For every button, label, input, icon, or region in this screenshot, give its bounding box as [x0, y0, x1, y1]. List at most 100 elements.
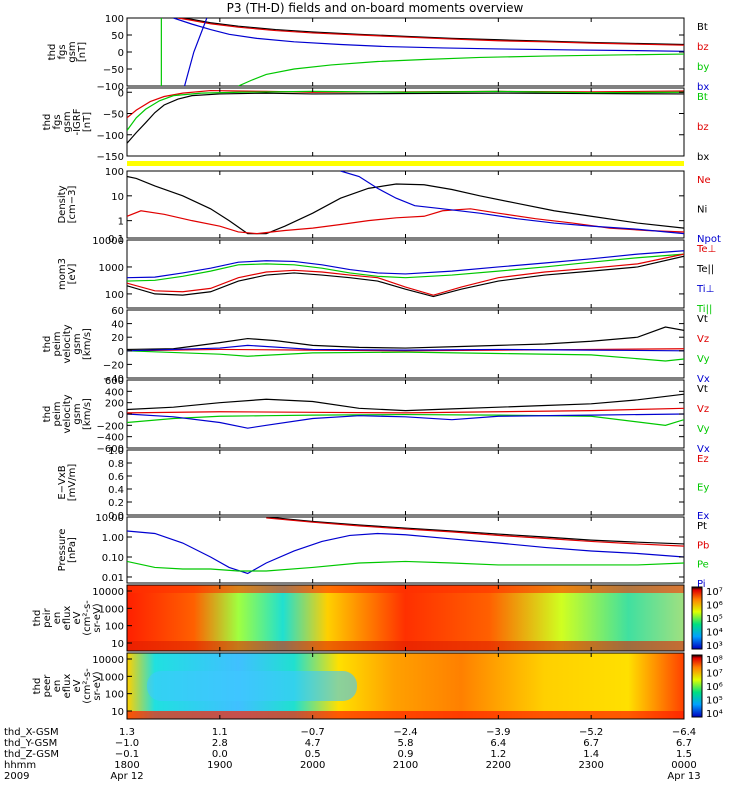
series-Vy [127, 350, 684, 362]
series-group [127, 171, 684, 235]
y-axis-label: sr-eV) [92, 671, 103, 700]
legend-Ey: Ey [697, 483, 709, 494]
y-tick-label: −40 [103, 374, 124, 385]
x-axis-value: 0.5 [305, 749, 321, 760]
y-axis-label: [km/s] [82, 328, 93, 360]
panel-exb: 1.0 0.8 0.6 0.4 0.2 0.0 E−VxB [mV/m] Ez Ey Ex [57, 446, 709, 522]
y-tick-label: 0.8 [108, 459, 124, 470]
series-Vx [127, 344, 684, 352]
x-axis-value: 2200 [486, 760, 511, 771]
series-group [160, 18, 684, 86]
series-group [127, 326, 684, 362]
y-tick-label: 100 [105, 167, 124, 178]
y-tick-label: −100 [97, 82, 124, 93]
x-axis-value: 0.0 [212, 749, 228, 760]
y-tick-label: 1.0 [108, 446, 124, 457]
series-group [127, 250, 684, 298]
panel-mom: 10000 1000 100 mom3 [eV] Te⊥ Te|| Ti⊥ Ti|| [57, 236, 716, 315]
legend-Te⊥: Te⊥ [696, 244, 716, 255]
x-axis-value: 0.9 [398, 749, 414, 760]
x-axis-value: −3.9 [486, 727, 510, 738]
y-axis-label: Pressure [57, 529, 68, 572]
y-tick-label: −200 [97, 421, 124, 432]
y-axis-label: (cm²-s- [82, 668, 93, 704]
y-axis-label: velocity [62, 394, 73, 433]
y-tick-label: 1000 [99, 263, 124, 274]
y-tick-label: −150 [97, 152, 124, 163]
y-tick-label: 400 [105, 387, 124, 398]
y-tick-label: 100 [105, 14, 124, 25]
series-Te|| [127, 255, 684, 298]
legend-bx: bx [697, 82, 709, 93]
y-axis-label: (cm²-s- [82, 600, 93, 636]
panel-frame [126, 309, 685, 379]
y-axis-label: thd [42, 336, 53, 353]
x-axis-value: 2300 [578, 760, 603, 771]
legend-Bt: Bt [697, 22, 708, 33]
legend-Ez: Ez [697, 454, 709, 465]
y-axis-label: -IGRF [72, 108, 83, 135]
y-tick-label: 0.4 [108, 485, 124, 496]
x-axis-value: 0000 [671, 760, 696, 771]
legend-Te||: Te|| [696, 264, 714, 275]
legend-Vy: Vy [697, 424, 710, 435]
y-axis-label: eflux [62, 606, 73, 631]
x-axis-value: −5.2 [579, 727, 603, 738]
legend-Vz: Vz [697, 404, 709, 415]
y-axis-label: eflux [62, 674, 73, 699]
y-tick-label: 20 [111, 333, 124, 344]
y-tick-label: 50 [111, 31, 124, 42]
series-Ne [127, 208, 684, 235]
y-tick-label: 10 [111, 192, 124, 203]
legend-Bt: Bt [697, 92, 708, 103]
legend-Vy: Vy [697, 354, 710, 365]
series-bx [173, 18, 684, 52]
panel-pressure: 10.00 1.00 0.10 0.01 Pressure [nPa] Pt Pb Pe Pi [57, 513, 709, 590]
panel-fgs: 100 50 0 −50 −100 thd fgs gsm [nT] Bt bz by bx [47, 14, 709, 93]
y-tick-label: 100 [105, 690, 124, 701]
y-axis-label: gsm [62, 111, 73, 132]
x-axis-row-label: thd_X-GSM [4, 727, 59, 738]
colorbar-label: 10⁴ [706, 709, 723, 720]
y-axis-label: thd [42, 406, 53, 423]
y-tick-label: 10.00 [95, 513, 124, 524]
legend-Vx: Vx [697, 374, 710, 385]
colorbar-label: 10⁵ [706, 696, 723, 707]
y-tick-label: 200 [105, 399, 124, 410]
y-axis-label: peer [42, 674, 53, 698]
legend-Ti||: Ti|| [696, 304, 712, 315]
y-axis-label: thd [47, 44, 58, 61]
x-axis-value: 1.4 [583, 749, 599, 760]
y-axis-label: thd [32, 678, 43, 695]
legend-Pt: Pt [697, 521, 707, 532]
y-axis-label: eV [72, 611, 83, 624]
series-Pe [127, 560, 684, 572]
y-axis-label: peir [42, 607, 53, 627]
x-axis-value: 2100 [393, 760, 418, 771]
y-axis-label: fgs [57, 44, 68, 59]
y-tick-label: 1 [118, 217, 124, 228]
x-axis-value: Apr 13 [667, 771, 700, 782]
legend-Ti⊥: Ti⊥ [696, 284, 714, 295]
x-axis-row-label: 2009 [4, 771, 29, 782]
series-Vx [127, 413, 684, 429]
series-Pb [266, 517, 684, 547]
colorbar-label: 10⁷ [706, 669, 723, 680]
x-axis-value: 1.3 [119, 727, 135, 738]
y-tick-label: 10000 [92, 236, 124, 247]
legend-Ne: Ne [697, 175, 711, 186]
y-axis-label: sr-eV) [92, 603, 103, 632]
series-bz [177, 18, 684, 46]
y-axis-label: Density [57, 185, 68, 223]
series-group [127, 89, 684, 144]
y-axis-label: [nT] [77, 42, 88, 62]
x-axis-value: 6.7 [583, 738, 599, 749]
x-axis-value: 1.1 [212, 727, 228, 738]
y-tick-label: 1000 [99, 672, 124, 683]
panel-frame [126, 516, 685, 584]
x-axis-value: −1.0 [115, 738, 139, 749]
panel-fgs2: 0 −50 −100 −150 thd fgs gsm -IGRF [nT] Bt bz bx [42, 87, 709, 163]
x-axis-value: 1900 [207, 760, 232, 771]
x-axis-value: −6.4 [672, 727, 696, 738]
